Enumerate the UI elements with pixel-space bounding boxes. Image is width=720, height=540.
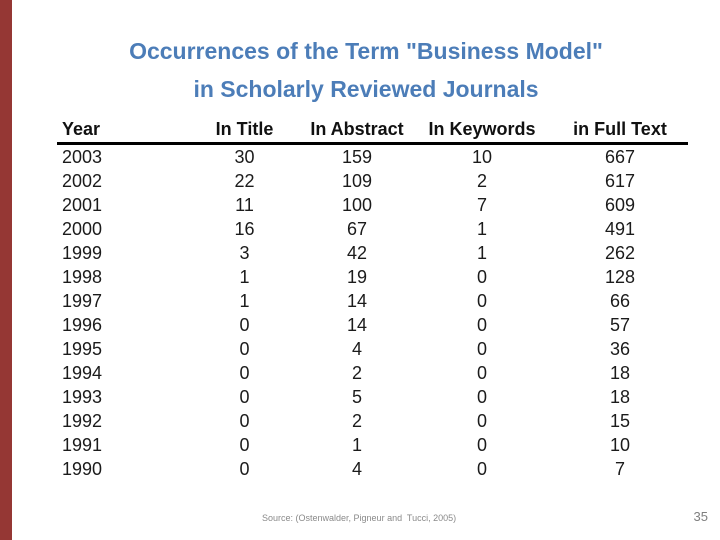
cell-in-abstract: 109 — [341, 170, 373, 191]
cell-in-title: 0 — [239, 362, 250, 383]
cell-in-title: 11 — [235, 194, 254, 215]
cell-in-keywords: 2 — [476, 170, 487, 191]
cell-in-title: 3 — [239, 242, 250, 263]
cell-in-keywords: 0 — [476, 338, 487, 359]
cell-in-full-text: 7 — [614, 458, 625, 479]
cell-year: 1993 — [62, 386, 103, 407]
cell-in-full-text: 128 — [604, 266, 636, 287]
cell-in-abstract: 14 — [346, 290, 368, 311]
cell-year: 1990 — [62, 458, 103, 479]
cell-in-title: 1 — [239, 266, 250, 287]
table-header-row: Year In Title In Abstract In Keywords in… — [57, 117, 688, 144]
cell-in-abstract: 2 — [351, 410, 362, 431]
cell-in-full-text: 18 — [609, 386, 631, 407]
left-accent-bar — [0, 0, 12, 540]
cell-in-keywords: 0 — [476, 410, 487, 431]
table-row: 2000 16 67 1 491 — [57, 217, 688, 241]
cell-in-title: 0 — [239, 386, 250, 407]
cell-in-abstract: 2 — [351, 362, 362, 383]
cell-in-abstract: 1 — [351, 434, 362, 455]
table-row: 1999 3 42 1 262 — [57, 241, 688, 265]
column-header-in-keywords: In Keywords — [428, 119, 536, 139]
table-row: 1993 0 5 0 18 — [57, 385, 688, 409]
cell-year: 1994 — [62, 362, 103, 383]
cell-in-full-text: 262 — [604, 242, 636, 263]
cell-in-keywords: 0 — [476, 362, 487, 383]
cell-year: 2002 — [62, 170, 103, 191]
cell-in-abstract: 67 — [346, 218, 368, 239]
cell-in-full-text: 667 — [604, 146, 636, 167]
cell-in-title: 16 — [234, 218, 255, 239]
cell-in-full-text: 491 — [604, 218, 636, 239]
cell-in-keywords: 0 — [476, 434, 487, 455]
cell-in-abstract: 19 — [346, 266, 368, 287]
cell-in-title: 0 — [239, 458, 250, 479]
cell-in-title: 22 — [234, 170, 255, 191]
cell-in-full-text: 36 — [609, 338, 631, 359]
table-row: 1990 0 4 0 7 — [57, 457, 688, 481]
cell-in-abstract: 5 — [351, 386, 362, 407]
slide-title-line-1: Occurrences of the Term "Business Model" — [129, 38, 603, 64]
cell-in-keywords: 0 — [476, 314, 487, 335]
column-header-in-abstract: In Abstract — [310, 119, 404, 139]
slide-title-line-2: in Scholarly Reviewed Journals — [193, 76, 539, 102]
cell-year: 1998 — [62, 266, 103, 287]
cell-in-full-text: 609 — [604, 194, 636, 215]
cell-year: 1996 — [62, 314, 103, 335]
column-header-in-full-text: in Full Text — [573, 119, 667, 139]
cell-in-abstract: 4 — [351, 338, 362, 359]
cell-in-abstract: 14 — [346, 314, 368, 335]
table-row: 1994 0 2 0 18 — [57, 361, 688, 385]
cell-in-abstract: 42 — [346, 242, 368, 263]
cell-year: 1997 — [62, 290, 103, 311]
cell-in-full-text: 57 — [609, 314, 631, 335]
table-row: 1995 0 4 0 36 — [57, 337, 688, 361]
occurrences-table: Year In Title In Abstract In Keywords in… — [57, 117, 688, 481]
table-row: 1997 1 14 0 66 — [57, 289, 688, 313]
table-row: 2001 11 100 7 609 — [57, 193, 688, 217]
cell-in-keywords: 1 — [476, 242, 487, 263]
slide-title: Occurrences of the Term "Business Model"… — [12, 32, 720, 108]
cell-in-title: 0 — [239, 314, 250, 335]
cell-in-keywords: 0 — [476, 266, 487, 287]
cell-in-title: 1 — [239, 290, 250, 311]
cell-year: 1991 — [62, 434, 103, 455]
cell-in-title: 0 — [239, 338, 250, 359]
cell-year: 1999 — [62, 242, 103, 263]
cell-in-abstract: 4 — [351, 458, 362, 479]
table-row: 1991 0 1 0 10 — [57, 433, 688, 457]
cell-in-keywords: 0 — [476, 290, 487, 311]
cell-in-title: 0 — [239, 434, 250, 455]
table-row: 1996 0 14 0 57 — [57, 313, 688, 337]
cell-in-full-text: 15 — [609, 410, 631, 431]
column-header-year: Year — [62, 119, 101, 139]
table-row: 2002 22 109 2 617 — [57, 169, 688, 193]
cell-in-keywords: 0 — [476, 386, 487, 407]
cell-year: 2001 — [62, 194, 103, 215]
cell-in-abstract: 100 — [341, 194, 373, 215]
cell-in-full-text: 66 — [609, 290, 631, 311]
table-row: 1992 0 2 0 15 — [57, 409, 688, 433]
cell-in-keywords: 10 — [471, 146, 493, 167]
column-header-in-title: In Title — [215, 119, 274, 139]
cell-in-abstract: 159 — [341, 146, 373, 167]
cell-in-title: 0 — [239, 410, 250, 431]
occurrences-table-container: Year In Title In Abstract In Keywords in… — [57, 117, 688, 481]
cell-year: 2003 — [62, 146, 103, 167]
cell-in-title: 30 — [234, 146, 255, 167]
slide-page-number: 35 — [693, 509, 708, 524]
cell-year: 1992 — [62, 410, 103, 431]
cell-in-full-text: 18 — [609, 362, 631, 383]
cell-in-full-text: 617 — [604, 170, 636, 191]
cell-in-keywords: 0 — [476, 458, 487, 479]
cell-year: 1995 — [62, 338, 103, 359]
cell-in-keywords: 1 — [476, 218, 487, 239]
source-citation: Source: (Ostenwalder, Pigneur and Tucci,… — [262, 513, 457, 523]
cell-year: 2000 — [62, 218, 103, 239]
table-row: 2003 30 159 10 667 — [57, 144, 688, 170]
cell-in-keywords: 7 — [476, 194, 487, 215]
cell-in-full-text: 10 — [609, 434, 631, 455]
table-row: 1998 1 19 0 128 — [57, 265, 688, 289]
